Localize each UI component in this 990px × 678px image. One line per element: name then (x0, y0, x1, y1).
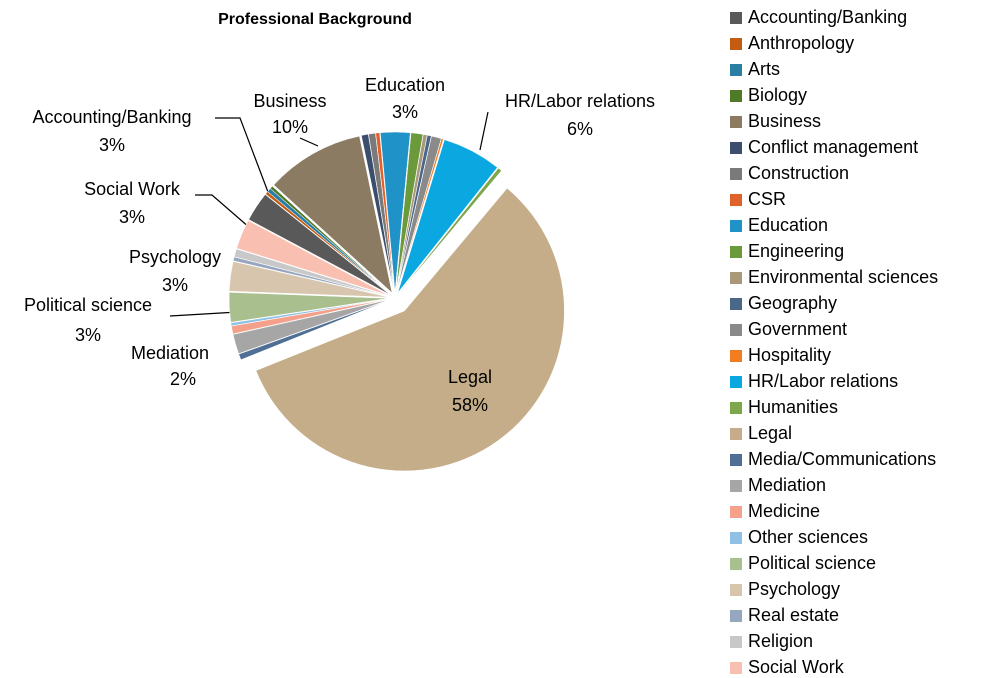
legend-swatch (730, 64, 742, 76)
legend-label: Conflict management (748, 137, 918, 157)
data-label-name: Accounting/Banking (32, 107, 191, 127)
legend-label: Environmental sciences (748, 267, 938, 287)
pie-slice (230, 298, 390, 327)
legend-swatch (730, 168, 742, 180)
legend-swatch (730, 636, 742, 648)
legend-label: Construction (748, 163, 849, 183)
legend-label: Media/Communications (748, 449, 936, 469)
pie-slice (233, 248, 390, 297)
leader-line (299, 137, 319, 147)
legend-label: Hospitality (748, 345, 831, 365)
pie-slice (375, 132, 395, 293)
legend-swatch (730, 220, 742, 232)
legend-label: Mediation (748, 475, 826, 495)
data-label: 3% (99, 135, 125, 155)
legend-label: Arts (748, 59, 780, 79)
legend-label: HR/Labor relations (748, 371, 898, 391)
legend-swatch (730, 610, 742, 622)
legend-label: Political science (748, 553, 876, 573)
legend-swatch (730, 402, 742, 414)
data-label-name: Social Work (84, 179, 181, 199)
pie-slice (396, 138, 444, 293)
legend-swatch (730, 662, 742, 674)
legend-label: Social Work (748, 657, 845, 677)
legend-swatch (730, 142, 742, 154)
legend-label: Business (748, 111, 821, 131)
pie-slice (379, 131, 411, 293)
data-label: 6% (567, 119, 593, 139)
pie-slice (397, 139, 498, 293)
pie-slice (398, 167, 502, 294)
data-label-name: Mediation (131, 343, 209, 363)
legend-label: CSR (748, 189, 786, 209)
data-label-name: Education (365, 75, 445, 95)
leader-line (479, 111, 489, 151)
legend-label: Real estate (748, 605, 839, 625)
legend-label: Anthropology (748, 33, 854, 53)
legend-swatch (730, 506, 742, 518)
leader-lines (169, 111, 489, 317)
legend-label: Religion (748, 631, 813, 651)
legend-swatch (730, 376, 742, 388)
legend-swatch (730, 480, 742, 492)
legend-swatch (730, 194, 742, 206)
data-label-name: Political science (24, 295, 152, 315)
pie-slice (395, 132, 424, 293)
pie-slice (236, 220, 390, 296)
chart-title: Professional Background (218, 11, 412, 28)
legend-swatch (730, 116, 742, 128)
legend-swatch (730, 558, 742, 570)
legend-swatch (730, 532, 742, 544)
legend-swatch (730, 298, 742, 310)
legend-label: Biology (748, 85, 807, 105)
data-label: 3% (392, 102, 418, 122)
pie-slice (361, 133, 395, 293)
legend-swatch (730, 38, 742, 50)
legend-label: Legal (748, 423, 792, 443)
legend-swatch (730, 428, 742, 440)
pie-slice (232, 299, 390, 355)
pie-slice (395, 134, 432, 293)
legend-label: Engineering (748, 241, 844, 261)
legend-label: Psychology (748, 579, 840, 599)
legend-swatch (730, 584, 742, 596)
data-label-name: Business (253, 91, 326, 111)
pie-slice (248, 194, 391, 295)
data-label: 10% (272, 117, 308, 137)
legend-swatch (730, 324, 742, 336)
legend-swatch (730, 246, 742, 258)
data-label: 3% (75, 325, 101, 345)
leader-line (195, 194, 251, 229)
legend-label: Accounting/Banking (748, 7, 907, 27)
data-label: 3% (119, 207, 145, 227)
pie-slice (238, 299, 390, 361)
legend-swatch (730, 272, 742, 284)
legend-swatch (730, 454, 742, 466)
legend: Accounting/Banking Anthropology Arts Biolog… (730, 7, 938, 677)
legend-label: Geography (748, 293, 837, 313)
legend-label: Government (748, 319, 847, 339)
pie-slice (228, 292, 390, 323)
pie (228, 131, 565, 472)
data-label-name: Legal (448, 367, 492, 387)
legend-label: Medicine (748, 501, 820, 521)
legend-swatch (730, 12, 742, 24)
data-label: 2% (170, 369, 196, 389)
legend-label: Humanities (748, 397, 838, 417)
legend-swatch (730, 90, 742, 102)
data-label-name: HR/Labor relations (505, 91, 655, 111)
legend-label: Other sciences (748, 527, 868, 547)
pie-slice (228, 261, 390, 298)
leader-line (169, 311, 239, 317)
data-label: 58% (452, 395, 488, 415)
pie-slice (269, 185, 391, 295)
legend-label: Education (748, 215, 828, 235)
pie-slice (255, 187, 565, 472)
data-label-name: Psychology (129, 247, 221, 267)
data-label: 3% (162, 275, 188, 295)
pie-slice (273, 135, 393, 294)
leader-line (215, 117, 269, 193)
legend-swatch (730, 350, 742, 362)
